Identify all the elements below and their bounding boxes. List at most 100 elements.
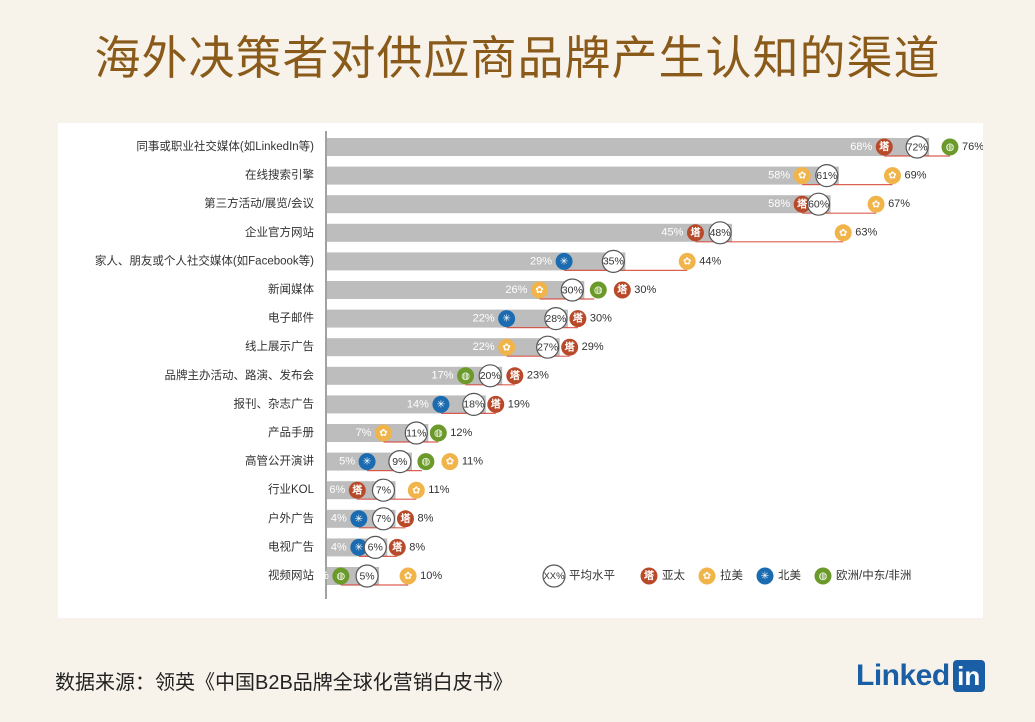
average-marker [560, 278, 584, 302]
min-region-icon [332, 567, 350, 585]
min-region-icon [555, 252, 573, 270]
average-label: 6% [368, 542, 383, 554]
average-label: 61% [816, 170, 837, 182]
average-label: 7% [376, 484, 391, 496]
min-value-label: 22% [473, 313, 495, 325]
max-region-icon-glyph: 塔 [573, 312, 584, 325]
legend-label: 欧洲/中东/非洲 [836, 569, 911, 582]
average-bar [327, 166, 839, 185]
min-region-icon-glyph: ✳ [560, 257, 568, 268]
category-label: 第三方活动/展览/会议 [204, 196, 314, 210]
average-label: 27% [537, 341, 558, 353]
legend-na-icon [756, 567, 774, 585]
average-marker [371, 507, 396, 531]
average-marker [815, 163, 839, 188]
max-region-icon-glyph: ◍ [434, 428, 443, 439]
average-label: 20% [480, 370, 501, 382]
average-bar [327, 309, 568, 328]
max-region-icon [561, 338, 579, 356]
legend-latam-icon [698, 567, 716, 585]
min-value-label: 26% [505, 284, 527, 296]
min-value-label: 68% [850, 141, 872, 153]
max-value-label: 44% [699, 255, 721, 267]
max-value-label: 19% [508, 398, 530, 410]
legend-label: 拉美 [720, 568, 743, 582]
category-label: 企业官方网站 [245, 225, 314, 239]
min-region-icon [875, 138, 893, 156]
average-bar [327, 138, 930, 156]
max-region-icon-glyph: ✿ [872, 199, 880, 210]
max-region-icon-glyph: ✿ [683, 257, 691, 268]
average-marker [388, 450, 412, 474]
max-region-icon-glyph: 塔 [400, 512, 411, 525]
average-marker [905, 135, 929, 159]
min-region-icon [457, 367, 475, 385]
category-label: 家人、朋友或个人社交媒体(如Facebook等) [95, 253, 314, 267]
legend-asia-icon-glyph: 塔 [644, 569, 655, 582]
max-region-icon-glyph: 塔 [617, 283, 628, 296]
min-region-icon-glyph: ✿ [379, 428, 387, 439]
min-region-icon [498, 338, 516, 356]
category-label: 电视广告 [268, 539, 314, 553]
average-bar [327, 252, 626, 271]
max-region-icon [441, 453, 459, 471]
min-region-icon [793, 195, 811, 213]
max-region-icon-glyph: ✿ [412, 485, 420, 496]
chart-panel: 同事或职业社交媒体(如LinkedIn等) 68% 塔 72% ◍ 76% 在线搜索引擎 58… [58, 123, 983, 618]
min-value-label: 58% [768, 198, 790, 210]
category-label: 视频网站 [268, 568, 314, 582]
category-label: 高管公开演讲 [245, 454, 314, 468]
source-note: 数据来源：领英《中国B2B品牌全球化营销白皮书》 [55, 672, 513, 694]
min-region-icon [350, 510, 368, 528]
max-value-label: 10% [420, 570, 442, 582]
min-region-icon-glyph: 塔 [690, 226, 701, 239]
category-label: 新闻媒体 [268, 282, 314, 296]
extra-region-icon-glyph: ◍ [594, 285, 603, 296]
logo-in-icon: in [952, 660, 985, 692]
min-region-icon [358, 453, 376, 471]
max-region-icon [569, 310, 587, 328]
min-value-label: 45% [661, 227, 683, 239]
average-marker [478, 364, 502, 388]
max-region-icon-glyph: 塔 [392, 541, 403, 554]
min-value-label: 4% [313, 570, 329, 582]
category-label: 电子邮件 [268, 311, 314, 325]
max-region-icon [487, 395, 505, 413]
min-value-label: 14% [407, 398, 429, 410]
min-value-label: 58% [768, 170, 790, 182]
max-region-icon-glyph: ✿ [839, 228, 847, 239]
average-label: 5% [359, 570, 374, 582]
average-marker [708, 221, 732, 245]
min-region-icon-glyph: ◍ [461, 371, 470, 382]
average-label: 60% [808, 198, 829, 210]
min-region-icon-glyph: ✳ [502, 314, 510, 325]
average-label: 9% [392, 456, 407, 468]
max-region-icon [396, 510, 414, 528]
min-value-label: 6% [329, 484, 345, 496]
min-value-label: 7% [356, 427, 372, 439]
max-value-label: 23% [527, 370, 549, 382]
min-region-icon-glyph: ✳ [355, 514, 363, 525]
max-value-label: 8% [409, 541, 425, 553]
logo-text: Linked [856, 659, 950, 692]
min-value-label: 17% [432, 370, 454, 382]
max-region-icon [941, 138, 959, 156]
max-value-label: 30% [590, 313, 612, 325]
category-label: 同事或职业社交媒体(如LinkedIn等) [136, 139, 314, 153]
category-label: 行业KOL [268, 483, 315, 496]
max-value-label: 12% [450, 427, 472, 439]
max-value-label: 69% [904, 170, 926, 182]
max-region-icon [407, 481, 425, 499]
average-label: 72% [907, 141, 928, 153]
average-label: 18% [463, 399, 484, 411]
legend-average-icon-text: XX% [543, 571, 565, 582]
max-region-icon [388, 538, 406, 556]
average-marker [601, 249, 625, 273]
legend-label: 北美 [778, 568, 801, 582]
min-region-icon-glyph: ✿ [535, 285, 543, 296]
min-region-icon-glyph: ✿ [502, 342, 510, 353]
average-label: 35% [603, 256, 624, 268]
max-value-label: 11% [462, 456, 483, 468]
category-label: 在线搜索引擎 [245, 168, 314, 182]
average-bar [327, 223, 733, 242]
